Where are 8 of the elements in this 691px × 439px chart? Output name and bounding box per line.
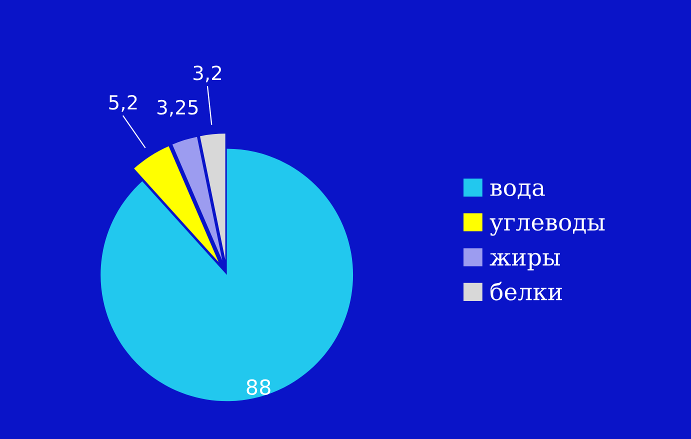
- data-label: 88: [246, 379, 270, 395]
- data-label: 3,25: [158, 100, 198, 117]
- legend-label: углеводы: [490, 218, 605, 236]
- legend-label: белки: [490, 282, 562, 300]
- data-label: 5,2: [109, 95, 137, 112]
- legend-label: жиры: [490, 252, 560, 270]
- data-label: 3,2: [194, 66, 222, 82]
- legend-label: вода: [490, 183, 545, 200]
